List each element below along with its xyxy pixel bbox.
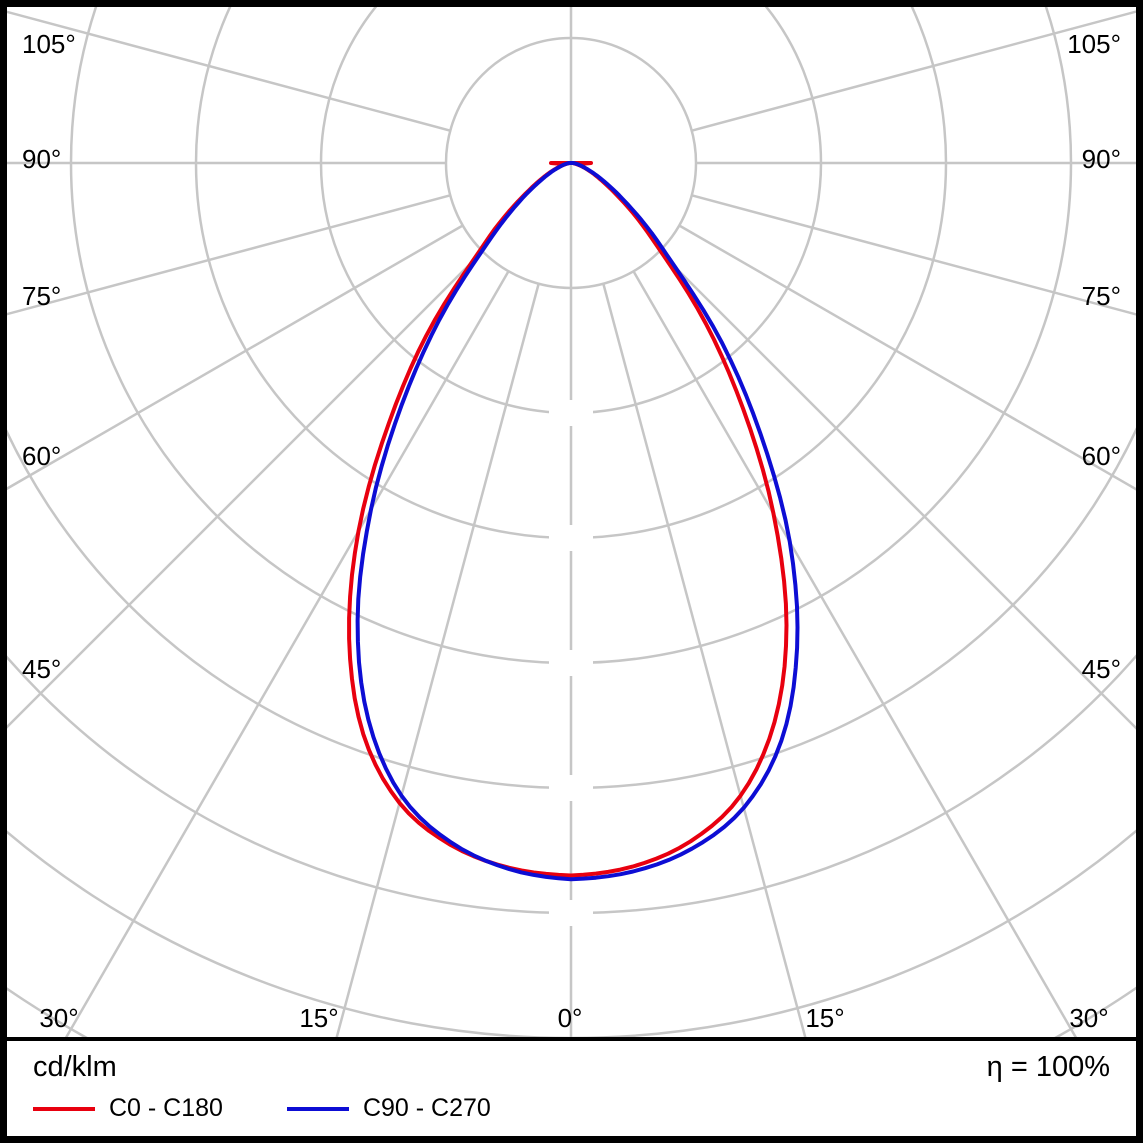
grid-radial-line: [691, 10, 1136, 132]
grid-radial-line: [632, 270, 1078, 1037]
angle-label: 105°: [22, 29, 76, 59]
angle-label: 60°: [22, 441, 61, 471]
angle-label: 90°: [1082, 144, 1121, 174]
legend-line-blue: [286, 1106, 349, 1111]
efficiency-label: η = 100%: [986, 1051, 1110, 1083]
legend-item-c90-c270: C90 - C270: [286, 1094, 491, 1123]
angle-label: 105°: [1067, 29, 1121, 59]
angle-label: 90°: [22, 144, 61, 174]
unit-label: cd/klm: [33, 1051, 117, 1083]
angle-label: 75°: [1082, 281, 1121, 311]
grid-radial-line: [7, 10, 451, 132]
grid-radial-line: [658, 250, 1136, 730]
polar-chart-svg: 105° 90° 75° 60° 45° 105° 90° 75° 60° 45° 30° 15° 0°…: [7, 7, 1136, 1037]
legend-header-row: cd/klm η = 100%: [7, 1041, 1136, 1084]
axis-value-label-box: [549, 400, 593, 426]
axis-value-label-box: [549, 525, 593, 551]
angle-label: 45°: [22, 654, 61, 684]
legend-line-red: [33, 1106, 95, 1111]
grid-radial-line: [7, 194, 451, 316]
angle-label: 30°: [39, 1003, 78, 1033]
angle-label: 15°: [805, 1003, 844, 1033]
legend-item-c0-c180: C0 - C180: [33, 1094, 223, 1123]
intensity-curve-c90-c270: [355, 161, 800, 882]
angle-label: 60°: [1082, 441, 1121, 471]
legend-label-c0-c180: C0 - C180: [109, 1094, 223, 1122]
grid-radial-line: [7, 224, 464, 491]
axis-value-label-box: [549, 900, 593, 926]
grid-radial-line: [678, 224, 1136, 491]
angle-label: 0°: [558, 1003, 583, 1033]
grid-radial-line: [64, 270, 510, 1037]
polar-plot-area: 105° 90° 75° 60° 45° 105° 90° 75° 60° 45° 30° 15° 0°…: [7, 7, 1136, 1041]
legend-items: C0 - C180 C90 - C270: [7, 1094, 1136, 1123]
axis-value-label-box: [549, 650, 593, 676]
angle-label: 15°: [299, 1003, 338, 1033]
grid-radial-line: [691, 194, 1136, 316]
angle-label: 30°: [1069, 1003, 1108, 1033]
angle-label: 45°: [1082, 654, 1121, 684]
legend-area: cd/klm η = 100% C0 - C180 C90 - C270: [7, 1041, 1136, 1136]
angle-label: 75°: [22, 281, 61, 311]
legend-label-c90-c270: C90 - C270: [362, 1094, 491, 1122]
axis-value-label-box: [549, 775, 593, 801]
grid-radial-line: [602, 283, 807, 1037]
grid-radial-line: [7, 250, 484, 729]
